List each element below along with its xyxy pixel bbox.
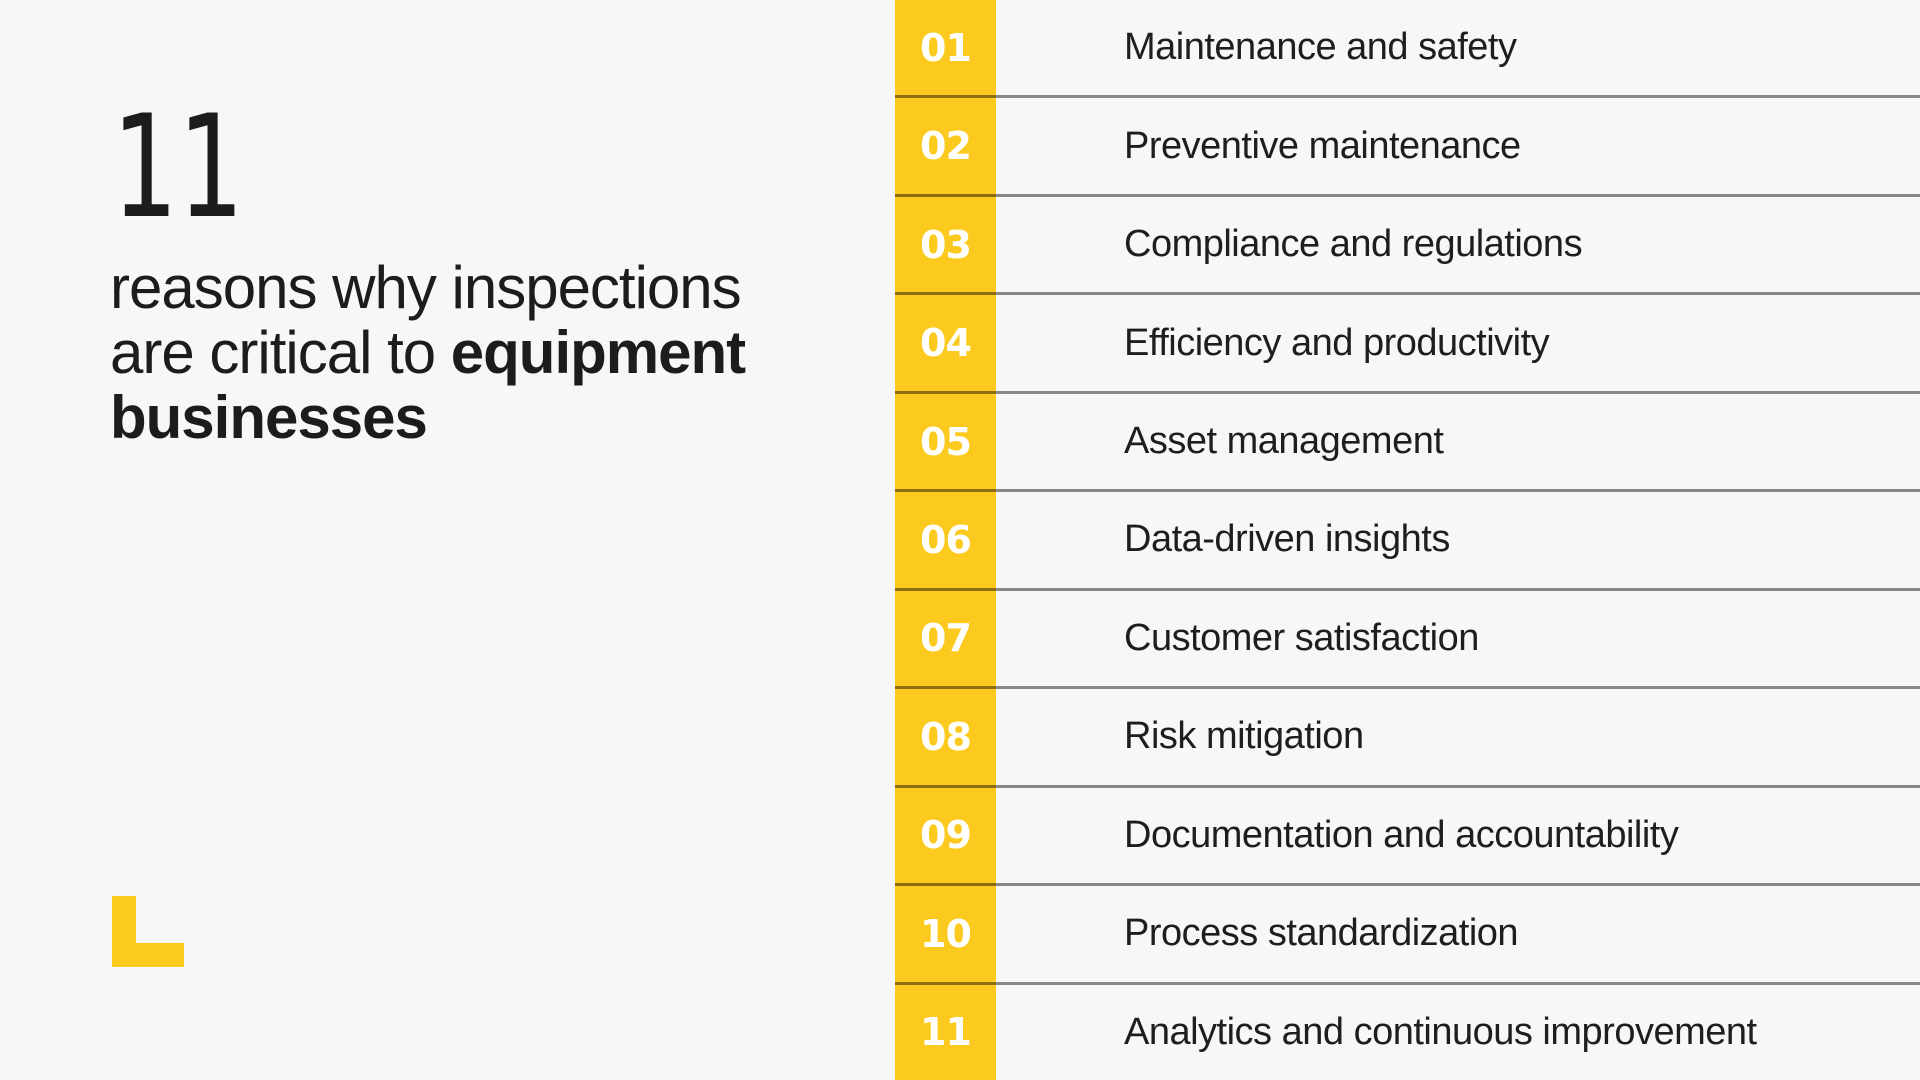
item-label: Efficiency and productivity bbox=[1124, 321, 1550, 364]
item-number-badge: 11 bbox=[895, 985, 996, 1080]
item-number: 04 bbox=[920, 321, 972, 366]
list-item: 08 Risk mitigation bbox=[895, 689, 1920, 788]
item-label: Process standardization bbox=[1124, 912, 1519, 955]
item-label-cell: Maintenance and safety bbox=[996, 0, 1920, 95]
item-number: 09 bbox=[920, 813, 972, 858]
item-label-cell: Analytics and continuous improvement bbox=[996, 985, 1920, 1080]
list-item: 11 Analytics and continuous improvement bbox=[895, 985, 1920, 1080]
item-label: Risk mitigation bbox=[1124, 715, 1364, 758]
list-item: 06 Data-driven insights bbox=[895, 492, 1920, 591]
item-number: 02 bbox=[920, 124, 972, 169]
item-number-badge: 03 bbox=[895, 197, 996, 292]
item-number: 11 bbox=[920, 1010, 972, 1055]
list-item: 10 Process standardization bbox=[895, 886, 1920, 985]
list-item: 05 Asset management bbox=[895, 394, 1920, 493]
list-item: 01 Maintenance and safety bbox=[895, 0, 1920, 99]
item-number-badge: 01 bbox=[895, 0, 996, 95]
item-number: 08 bbox=[920, 714, 972, 759]
item-label: Analytics and continuous improvement bbox=[1124, 1010, 1757, 1053]
item-number: 06 bbox=[920, 517, 972, 562]
item-label-cell: Compliance and regulations bbox=[996, 197, 1920, 292]
item-label-cell: Customer satisfaction bbox=[996, 591, 1920, 686]
headline-line-1: reasons why inspections bbox=[110, 255, 745, 320]
item-label: Preventive maintenance bbox=[1124, 124, 1521, 167]
item-number-badge: 08 bbox=[895, 689, 996, 784]
item-label: Customer satisfaction bbox=[1124, 616, 1479, 659]
item-number-badge: 02 bbox=[895, 98, 996, 193]
item-label-cell: Risk mitigation bbox=[996, 689, 1920, 784]
item-label-cell: Preventive maintenance bbox=[996, 98, 1920, 193]
item-label: Documentation and accountability bbox=[1124, 813, 1679, 856]
headline: reasons why inspections are critical to … bbox=[110, 255, 746, 450]
item-number: 07 bbox=[920, 616, 972, 661]
item-label: Compliance and regulations bbox=[1124, 223, 1583, 266]
item-label-cell: Process standardization bbox=[996, 886, 1920, 981]
item-number-badge: 04 bbox=[895, 295, 996, 390]
item-label-cell: Data-driven insights bbox=[996, 492, 1920, 587]
item-number: 03 bbox=[920, 222, 972, 267]
item-label-cell: Asset management bbox=[996, 394, 1920, 489]
list-item: 09 Documentation and accountability bbox=[895, 788, 1920, 887]
list-item: 04 Efficiency and productivity bbox=[895, 295, 1920, 394]
item-label-cell: Efficiency and productivity bbox=[996, 295, 1920, 390]
number-column-band bbox=[895, 0, 996, 1080]
item-number-badge: 10 bbox=[895, 886, 996, 981]
headline-text-bold: businesses bbox=[110, 384, 428, 451]
item-number: 10 bbox=[920, 911, 972, 956]
big-count-number: 11 bbox=[112, 85, 244, 250]
item-number: 01 bbox=[920, 25, 972, 70]
headline-text: are critical to bbox=[110, 319, 451, 386]
item-label: Data-driven insights bbox=[1124, 518, 1450, 561]
item-label: Asset management bbox=[1124, 420, 1444, 463]
item-label: Maintenance and safety bbox=[1124, 26, 1517, 69]
headline-line-2: are critical to equipment bbox=[110, 319, 746, 386]
reasons-list: 01 Maintenance and safety 02 Preventive … bbox=[895, 0, 1920, 1080]
item-number-badge: 09 bbox=[895, 788, 996, 883]
list-item: 02 Preventive maintenance bbox=[895, 98, 1920, 197]
item-label-cell: Documentation and accountability bbox=[996, 788, 1920, 883]
list-item: 07 Customer satisfaction bbox=[895, 591, 1920, 690]
list-item: 03 Compliance and regulations bbox=[895, 197, 1920, 296]
headline-text: reasons why inspections bbox=[110, 254, 742, 321]
item-number-badge: 05 bbox=[895, 394, 996, 489]
item-number-badge: 07 bbox=[895, 591, 996, 686]
item-number-badge: 06 bbox=[895, 492, 996, 587]
headline-line-3: businesses bbox=[110, 385, 745, 450]
brand-L-logo-icon bbox=[112, 896, 184, 967]
headline-text-bold: equipment bbox=[450, 319, 746, 386]
item-number: 05 bbox=[920, 419, 972, 464]
